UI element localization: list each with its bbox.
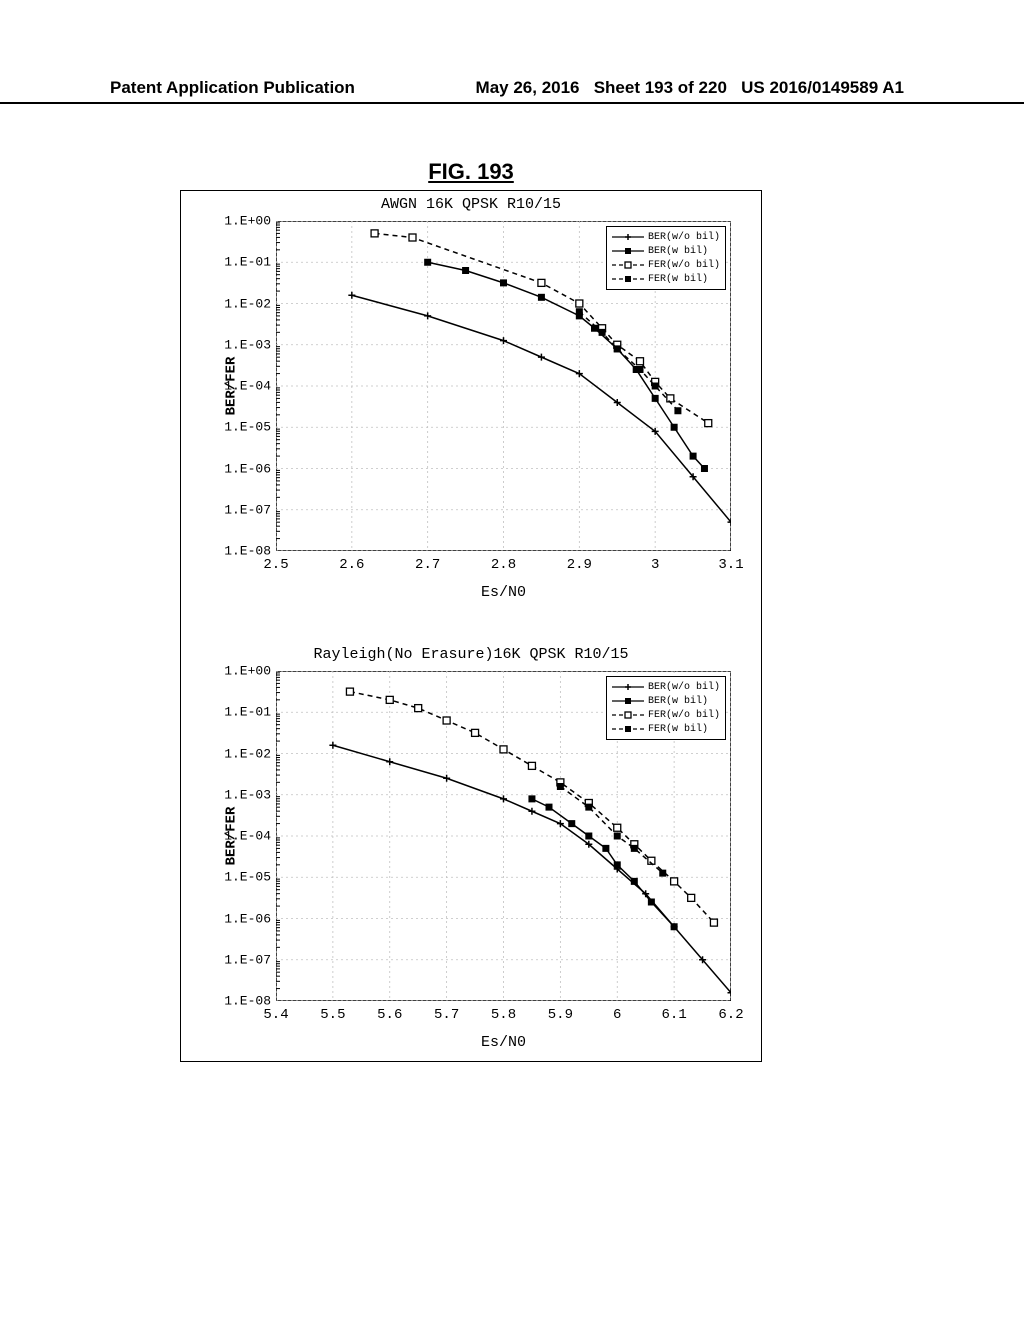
chart1-xlabel: Es/N0 bbox=[481, 584, 526, 601]
chart1-plot: BER/FER Es/N0 1.E+001.E-011.E-021.E-031.… bbox=[276, 221, 731, 551]
legend-label: FER(w bil) bbox=[648, 274, 708, 285]
chart1-legend: BER(w/o bil) BER(w bil) FER(w/o bil) FER(w … bbox=[606, 226, 726, 290]
legend-item: FER(w bil) bbox=[612, 272, 720, 286]
figure-container: FIG. 193 AWGN 16K QPSK R10/15 BER/FER Es… bbox=[180, 190, 762, 1062]
legend-label: BER(w/o bil) bbox=[648, 232, 720, 243]
legend-label: FER(w bil) bbox=[648, 724, 708, 735]
xtick-label: 5.5 bbox=[320, 1007, 345, 1023]
legend-item: BER(w bil) bbox=[612, 244, 720, 258]
header-right: May 26, 2016 Sheet 193 of 220 US 2016/01… bbox=[476, 78, 904, 98]
ytick-label: 1.E-07 bbox=[191, 502, 271, 517]
chart-awgn: AWGN 16K QPSK R10/15 BER/FER Es/N0 1.E+0… bbox=[181, 191, 761, 616]
ytick-label: 1.E-07 bbox=[191, 952, 271, 967]
ytick-label: 1.E-02 bbox=[191, 296, 271, 311]
ytick-label: 1.E+00 bbox=[191, 214, 271, 229]
ytick-label: 1.E-04 bbox=[191, 829, 271, 844]
ytick-label: 1.E-08 bbox=[191, 994, 271, 1009]
chart2-xlabel: Es/N0 bbox=[481, 1034, 526, 1051]
xtick-label: 6.1 bbox=[662, 1007, 687, 1023]
chart-rayleigh: Rayleigh(No Erasure)16K QPSK R10/15 BER/… bbox=[181, 641, 761, 1061]
legend-item: FER(w/o bil) bbox=[612, 258, 720, 272]
xtick-label: 3 bbox=[651, 557, 659, 573]
legend-label: FER(w/o bil) bbox=[648, 260, 720, 271]
xtick-label: 2.5 bbox=[263, 557, 288, 573]
patent-page: Patent Application Publication May 26, 2… bbox=[0, 0, 1024, 1320]
legend-item: BER(w/o bil) bbox=[612, 230, 720, 244]
ytick-label: 1.E-02 bbox=[191, 746, 271, 761]
ytick-label: 1.E-03 bbox=[191, 337, 271, 352]
ytick-label: 1.E-05 bbox=[191, 870, 271, 885]
legend-item: BER(w/o bil) bbox=[612, 680, 720, 694]
xtick-label: 6 bbox=[613, 1007, 621, 1023]
xtick-label: 5.8 bbox=[491, 1007, 516, 1023]
ytick-label: 1.E-08 bbox=[191, 544, 271, 559]
legend-item: BER(w bil) bbox=[612, 694, 720, 708]
page-header: Patent Application Publication May 26, 2… bbox=[0, 78, 1024, 104]
ytick-label: 1.E+00 bbox=[191, 664, 271, 679]
figure-title: FIG. 193 bbox=[428, 159, 514, 185]
ytick-label: 1.E-03 bbox=[191, 787, 271, 802]
xtick-label: 6.2 bbox=[718, 1007, 743, 1023]
chart2-plot: BER/FER Es/N0 1.E+001.E-011.E-021.E-031.… bbox=[276, 671, 731, 1001]
legend-item: FER(w/o bil) bbox=[612, 708, 720, 722]
xtick-label: 2.8 bbox=[491, 557, 516, 573]
xtick-label: 2.9 bbox=[567, 557, 592, 573]
ytick-label: 1.E-06 bbox=[191, 461, 271, 476]
legend-label: BER(w bil) bbox=[648, 246, 708, 257]
xtick-label: 5.7 bbox=[434, 1007, 459, 1023]
xtick-label: 3.1 bbox=[718, 557, 743, 573]
ytick-label: 1.E-04 bbox=[191, 379, 271, 394]
ytick-label: 1.E-01 bbox=[191, 255, 271, 270]
chart2-legend: BER(w/o bil) BER(w bil) FER(w/o bil) FER(w … bbox=[606, 676, 726, 740]
header-left: Patent Application Publication bbox=[110, 78, 355, 98]
xtick-label: 2.7 bbox=[415, 557, 440, 573]
legend-label: BER(w/o bil) bbox=[648, 682, 720, 693]
legend-label: BER(w bil) bbox=[648, 696, 708, 707]
ytick-label: 1.E-01 bbox=[191, 705, 271, 720]
ytick-label: 1.E-06 bbox=[191, 911, 271, 926]
xtick-label: 5.9 bbox=[548, 1007, 573, 1023]
xtick-label: 5.4 bbox=[263, 1007, 288, 1023]
xtick-label: 2.6 bbox=[339, 557, 364, 573]
legend-item: FER(w bil) bbox=[612, 722, 720, 736]
legend-label: FER(w/o bil) bbox=[648, 710, 720, 721]
xtick-label: 5.6 bbox=[377, 1007, 402, 1023]
ytick-label: 1.E-05 bbox=[191, 420, 271, 435]
